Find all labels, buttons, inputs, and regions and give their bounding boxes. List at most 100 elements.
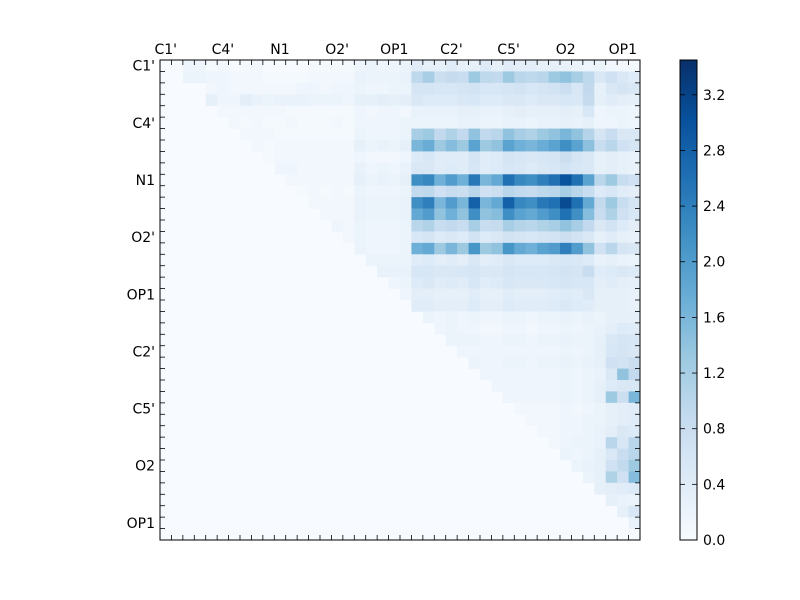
heatmap-cell xyxy=(491,231,504,244)
heatmap-cell xyxy=(514,277,527,289)
heatmap-cell xyxy=(605,448,618,461)
heatmap-cell xyxy=(445,311,458,324)
heatmap-cell xyxy=(320,82,332,95)
heatmap-cell xyxy=(411,162,424,175)
heatmap-cell xyxy=(617,460,629,472)
x-tick-label: N1 xyxy=(270,42,289,58)
heatmap-cell xyxy=(537,82,549,95)
heatmap-cell xyxy=(411,220,424,232)
heatmap-cell xyxy=(388,128,401,141)
heatmap-cell xyxy=(502,185,515,198)
heatmap-cell xyxy=(502,311,515,324)
heatmap-cell xyxy=(628,105,641,118)
heatmap-cell xyxy=(434,277,447,289)
heatmap-cell xyxy=(502,231,515,244)
heatmap-cell xyxy=(342,208,355,221)
heatmap-cell xyxy=(594,334,607,347)
heatmap-cell xyxy=(594,208,607,221)
heatmap-cell xyxy=(411,208,424,221)
heatmap-cell xyxy=(217,71,229,84)
heatmap-cell xyxy=(342,60,355,72)
heatmap-cell xyxy=(594,448,607,461)
heatmap-cell xyxy=(571,231,584,244)
heatmap-cell xyxy=(548,334,561,347)
heatmap-cell xyxy=(594,311,607,324)
heatmap-cell xyxy=(502,94,515,107)
heatmap-cell xyxy=(525,334,538,347)
heatmap-cell xyxy=(525,288,538,301)
colorbar-tick-label: 2.0 xyxy=(703,255,725,271)
heatmap-cell xyxy=(628,185,641,198)
heatmap-cell xyxy=(491,185,504,198)
heatmap-cell xyxy=(491,128,504,141)
heatmap-cell xyxy=(514,60,527,72)
heatmap-cell xyxy=(445,242,458,255)
heatmap-cell xyxy=(422,60,435,72)
heatmap-cell xyxy=(514,117,527,129)
heatmap-cell xyxy=(388,242,401,255)
heatmap-cell xyxy=(354,151,367,164)
heatmap-cell xyxy=(400,140,412,152)
heatmap-cell xyxy=(388,208,401,221)
heatmap-cell xyxy=(422,82,435,95)
heatmap-cell xyxy=(617,437,629,449)
heatmap-cell xyxy=(400,117,412,129)
heatmap-cell xyxy=(525,345,538,358)
heatmap-cell xyxy=(605,265,618,278)
heatmap-cell xyxy=(297,105,309,118)
heatmap-cell xyxy=(308,140,321,152)
heatmap-cell xyxy=(468,117,481,129)
heatmap-cell xyxy=(525,265,538,278)
heatmap-cell xyxy=(445,71,458,84)
heatmap-cell xyxy=(502,140,515,152)
heatmap-cell xyxy=(331,117,344,129)
heatmap-cell xyxy=(560,254,572,267)
heatmap-cell xyxy=(594,265,607,278)
heatmap-cell xyxy=(480,140,492,152)
heatmap-cell xyxy=(388,185,401,198)
heatmap-cell xyxy=(297,117,309,129)
heatmap-cell xyxy=(548,82,561,95)
heatmap-cell xyxy=(502,368,515,381)
heatmap-cell xyxy=(502,265,515,278)
heatmap-cell xyxy=(537,162,549,175)
heatmap-cell xyxy=(468,254,481,267)
heatmap-cell xyxy=(594,322,607,335)
heatmap-cell xyxy=(457,140,469,152)
heatmap-cell xyxy=(320,174,332,187)
heatmap-cell xyxy=(628,505,641,518)
heatmap-cell xyxy=(594,300,607,312)
heatmap-cell xyxy=(628,151,641,164)
heatmap-cell xyxy=(491,277,504,289)
heatmap-cell xyxy=(468,197,481,209)
heatmap-cell xyxy=(468,288,481,301)
heatmap-cell xyxy=(617,71,629,84)
heatmap-cell xyxy=(502,105,515,118)
heatmap-cell xyxy=(308,197,321,209)
heatmap-cell xyxy=(354,208,367,221)
heatmap-cell xyxy=(411,197,424,209)
heatmap-cell xyxy=(514,231,527,244)
heatmap-cell xyxy=(377,174,389,187)
heatmap-cell xyxy=(468,105,481,118)
heatmap-cell xyxy=(468,322,481,335)
heatmap-cell xyxy=(571,60,584,72)
heatmap-cell xyxy=(377,140,389,152)
heatmap-cell xyxy=(308,151,321,164)
heatmap-cell xyxy=(525,105,538,118)
heatmap-cell xyxy=(457,254,469,267)
heatmap-cell xyxy=(571,300,584,312)
heatmap-cell xyxy=(251,140,264,152)
heatmap-cell xyxy=(571,391,584,404)
heatmap-cell xyxy=(480,71,492,84)
heatmap-cell xyxy=(582,277,595,289)
heatmap-cell xyxy=(582,185,595,198)
heatmap-cell xyxy=(605,185,618,198)
heatmap-cell xyxy=(228,105,241,118)
heatmap-cell xyxy=(377,94,389,107)
heatmap-cell xyxy=(537,197,549,209)
heatmap-cell xyxy=(502,322,515,335)
heatmap-cell xyxy=(388,277,401,289)
heatmap-cell xyxy=(411,231,424,244)
heatmap-cell xyxy=(548,105,561,118)
